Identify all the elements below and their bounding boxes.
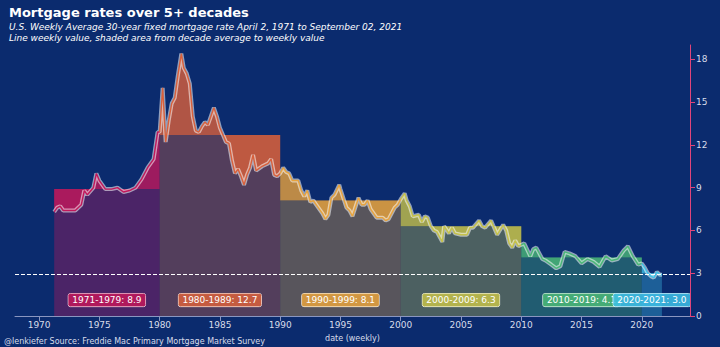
svg-text:18: 18 [696,54,708,64]
svg-text:Mortgage rates over 5+ decades: Mortgage rates over 5+ decades [9,5,249,20]
svg-text:9: 9 [696,183,702,193]
svg-text:1980-1989: 12.7: 1980-1989: 12.7 [182,295,257,305]
svg-text:2010: 2010 [510,320,533,330]
svg-text:3: 3 [696,268,702,278]
svg-text:date (weekly): date (weekly) [325,334,380,343]
svg-text:1995: 1995 [329,320,352,330]
svg-text:6: 6 [696,225,702,235]
svg-text:2000-2009: 6.3: 2000-2009: 6.3 [426,295,495,305]
svg-text:U.S. Weekly Average 30-year fi: U.S. Weekly Average 30-year fixed mortga… [9,22,402,32]
svg-text:2015: 2015 [570,320,593,330]
svg-text:1990-1999: 8.1: 1990-1999: 8.1 [306,295,375,305]
svg-text:1980: 1980 [148,320,171,330]
svg-text:0: 0 [696,311,702,321]
svg-text:2020-2021: 3.0: 2020-2021: 3.0 [617,295,687,305]
svg-text:@lenkiefer Source: Freddie Mac: @lenkiefer Source: Freddie Mac Primary M… [4,337,265,346]
svg-text:2000: 2000 [389,320,412,330]
svg-text:1970: 1970 [28,320,51,330]
svg-text:2005: 2005 [450,320,473,330]
svg-text:1971-1979: 8.9: 1971-1979: 8.9 [72,295,142,305]
svg-text:1975: 1975 [88,320,111,330]
svg-text:2010-2019: 4.1: 2010-2019: 4.1 [547,295,616,305]
svg-text:1985: 1985 [208,320,231,330]
svg-text:Line weekly value, shaded area: Line weekly value, shaded area from deca… [9,33,325,43]
svg-text:15: 15 [696,97,707,107]
svg-text:2020: 2020 [630,320,653,330]
svg-text:12: 12 [696,140,707,150]
svg-text:1990: 1990 [269,320,292,330]
